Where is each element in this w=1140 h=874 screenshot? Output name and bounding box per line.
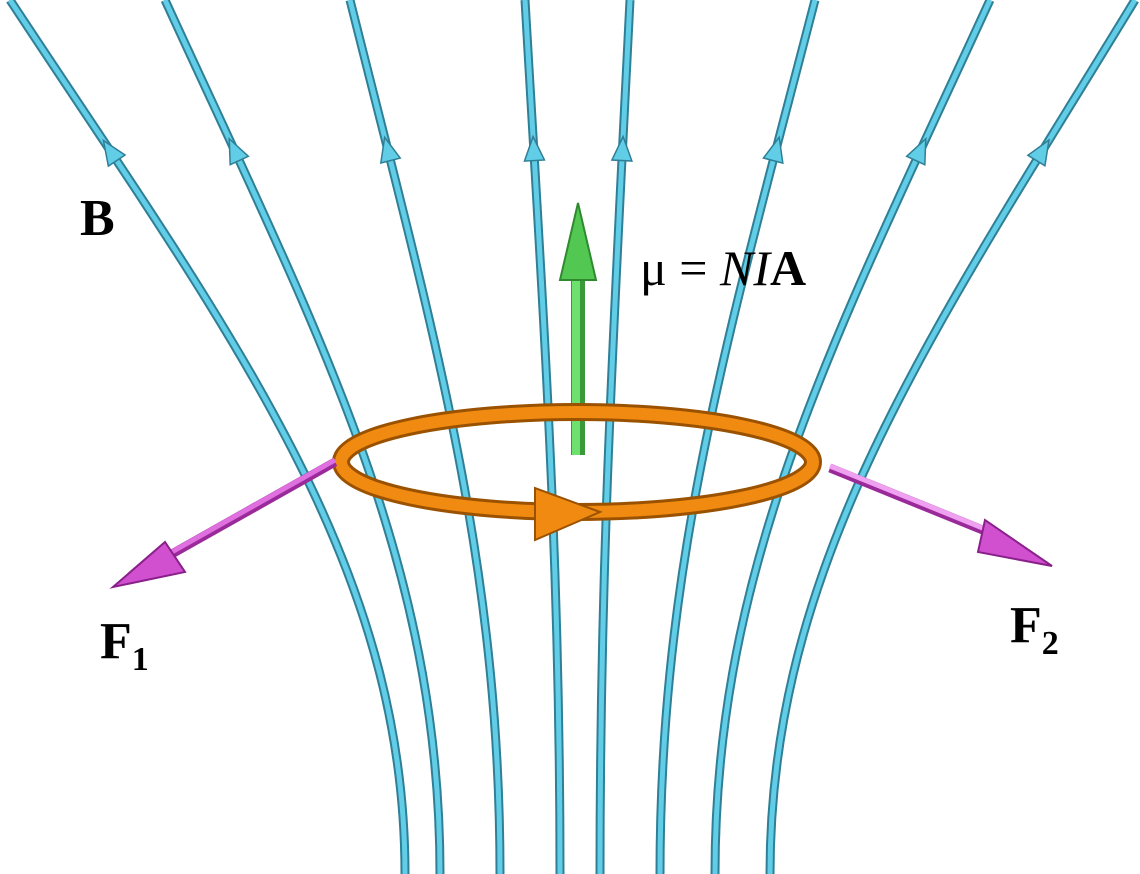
moment-symbol: μ = (640, 240, 720, 296)
field-line (7, 0, 408, 874)
field-line (767, 0, 1138, 874)
field-label: B (80, 190, 115, 247)
field-arrowhead (523, 134, 546, 162)
field-arrowhead (379, 135, 402, 164)
moment-ni: NI (719, 240, 772, 296)
field-line-outline (765, 0, 1139, 874)
force1-symbol: F (100, 613, 132, 670)
field-arrowhead (905, 136, 927, 166)
force-arrow-1 (109, 457, 338, 589)
field-arrowhead (102, 138, 127, 168)
field-arrowhead (228, 136, 250, 166)
moment-label: μ = NIA (640, 240, 806, 296)
field-arrowhead (610, 134, 633, 162)
field-arrowhead (762, 135, 784, 165)
force-arrow-2 (828, 463, 1053, 567)
force2-symbol: F (1010, 597, 1042, 654)
moment-area: A (770, 240, 806, 296)
field-arrowhead (1026, 138, 1050, 167)
moment-arrow (558, 202, 598, 455)
field-line-outline (6, 0, 410, 874)
force2-label: F2 (1010, 597, 1059, 662)
force1-label: F1 (100, 613, 149, 678)
field-lines (6, 0, 1139, 874)
current-loop (332, 403, 822, 542)
force1-subscript: 1 (132, 641, 149, 678)
force2-subscript: 2 (1042, 625, 1059, 662)
